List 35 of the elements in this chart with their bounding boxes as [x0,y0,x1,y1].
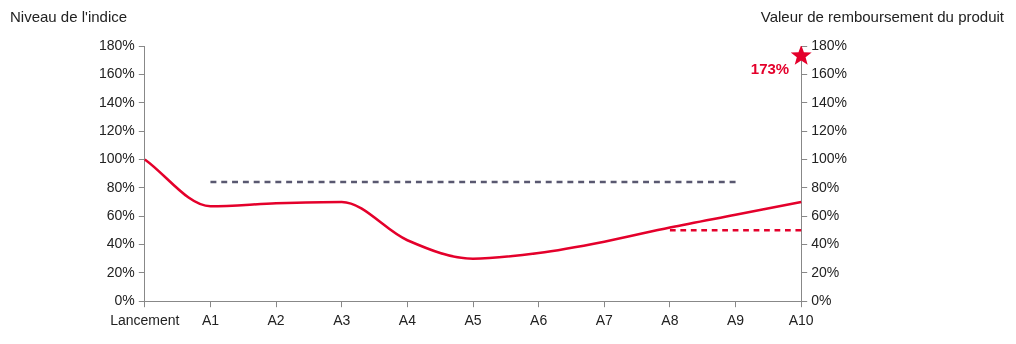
x-tick-label: A4 [398,312,417,329]
x-tick-label: A8 [661,312,679,329]
x-tick-label: A5 [464,312,482,329]
y2-tick-label: 60% [811,206,840,223]
y-tick-label: 40% [106,235,135,252]
y2-tick-label: 180% [811,36,848,53]
y2-tick-label: 0% [811,292,832,309]
data-label: 173% [750,60,790,78]
y2-axis-title: Valeur de remboursement du produit [760,7,1005,25]
y2-tick-label: 100% [811,150,848,167]
y2-tick-label: 80% [811,178,840,195]
y2-tick-label: 160% [811,65,848,82]
x-tick-label: A10 [788,312,814,329]
line-series [143,158,803,260]
y-tick-label: 100% [98,150,135,167]
x-tick-label: A1 [201,312,220,329]
y2-tick-label: 140% [811,93,848,110]
y-tick-label: 0% [114,292,135,309]
x-tick-label: A2 [267,312,285,329]
y-tick-label: 20% [106,263,135,280]
y-tick-label: 160% [98,65,135,82]
x-tick-label: A6 [530,312,548,329]
y-tick-label: 120% [98,121,135,138]
x-tick-label: Lancement [110,312,180,329]
x-tick-label: A7 [595,312,614,329]
y-tick-label: 140% [98,93,135,110]
y2-tick-label: 120% [811,121,848,138]
y-tick-label: 60% [106,206,135,223]
y-tick-label: 80% [106,178,135,195]
y-tick-label: 180% [98,36,135,53]
y2-tick-label: 40% [811,235,840,252]
y2-tick-label: 20% [811,263,840,280]
x-tick-label: A9 [726,312,745,329]
x-tick-label: A3 [333,312,351,329]
y-axis-title: Niveau de l'indice [10,7,128,25]
